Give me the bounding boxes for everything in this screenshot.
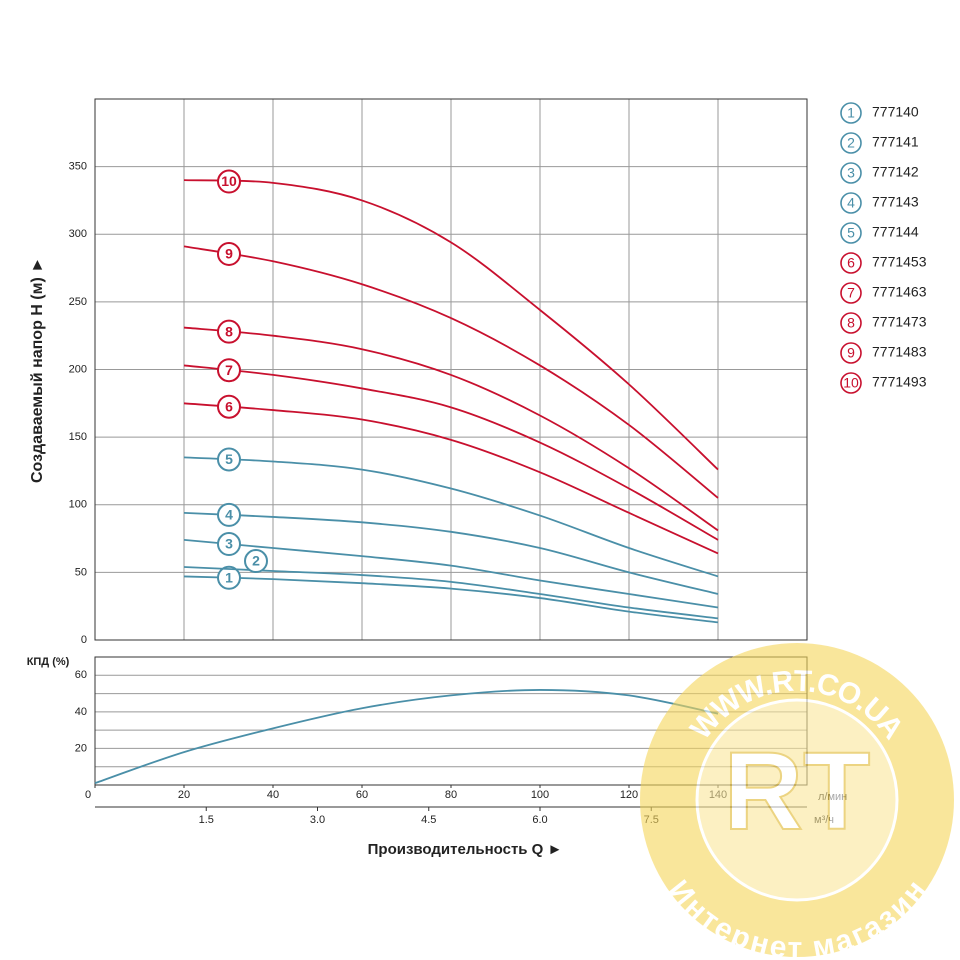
- y-tick-label: 0: [81, 634, 87, 646]
- curve: [183, 179, 719, 471]
- legend-badge: [840, 222, 862, 244]
- curve-label-badge: [217, 532, 241, 557]
- x-tick-label: 80: [445, 789, 457, 801]
- watermark-inner: [695, 698, 899, 902]
- curve-label-badge: [217, 241, 241, 266]
- x-tick-label: 20: [178, 789, 190, 801]
- curve: [183, 326, 719, 532]
- curve-label-badge: [244, 549, 268, 574]
- y-axis-title: Создаваемый напор H (м) ►: [29, 257, 46, 483]
- curve-label-badge: [217, 502, 241, 527]
- legend-label: 7771483: [872, 344, 927, 360]
- curve-label: 4: [225, 507, 233, 523]
- watermark-logo: RT: [724, 730, 871, 853]
- legend-label: 7771493: [872, 374, 927, 390]
- y-tick-label: 300: [69, 228, 87, 240]
- curve: [183, 511, 719, 595]
- x2-tick-label: 1.5: [199, 814, 214, 826]
- y-tick-label: 20: [75, 742, 87, 754]
- curve-label-badge: [217, 358, 241, 383]
- curve-label: 5: [225, 451, 233, 467]
- legend-label: 7771453: [872, 254, 927, 270]
- legend-label: 777144: [872, 224, 919, 240]
- curve: [183, 539, 719, 609]
- curve: [183, 402, 719, 555]
- curve: [183, 566, 719, 620]
- curve-label: 10: [221, 173, 237, 189]
- curve: [183, 575, 719, 624]
- curve-label-badge: [217, 565, 241, 590]
- curve: [183, 364, 719, 541]
- plot-frame: [94, 98, 808, 641]
- watermark: WWW.RT.CO.UA Интернет магазин RT: [640, 643, 954, 960]
- y-tick-label: 100: [69, 499, 87, 511]
- curve: [183, 456, 719, 578]
- x-tick-label: 0: [85, 789, 91, 801]
- curve-label: 1: [225, 570, 233, 586]
- curve-label-badge: [217, 319, 241, 344]
- legend-badge: [840, 192, 862, 214]
- legend-label: 777143: [872, 194, 919, 210]
- legend-number: 7: [847, 285, 855, 301]
- legend-badge: [840, 162, 862, 184]
- legend-badge: [840, 312, 862, 334]
- legend-label: 777142: [872, 164, 919, 180]
- y-tick-label: 350: [69, 161, 87, 173]
- legend-badge: [840, 282, 862, 304]
- x-tick-label: 120: [620, 789, 638, 801]
- curve-label: 3: [225, 536, 233, 552]
- x2-tick-label: 4.5: [421, 814, 436, 826]
- legend-badge: [840, 102, 862, 124]
- legend-badge: [840, 132, 862, 154]
- x2-tick-label: 6.0: [532, 814, 547, 826]
- legend-number: 10: [843, 375, 859, 391]
- legend-label: 777141: [872, 134, 919, 150]
- y-tick-label: 200: [69, 363, 87, 375]
- x-tick-label: 40: [267, 789, 279, 801]
- legend-number: 5: [847, 225, 855, 241]
- y-tick-label: 60: [75, 669, 87, 681]
- legend-badge: [840, 252, 862, 274]
- legend-badge: [840, 372, 862, 394]
- legend-label: 7771463: [872, 284, 927, 300]
- curve-label-badge: [217, 447, 241, 472]
- legend-badge: [840, 342, 862, 364]
- y-tick-label: 50: [75, 566, 87, 578]
- x2-tick-label: 3.0: [310, 814, 325, 826]
- curve-label: 9: [225, 246, 233, 262]
- y-tick-label: 250: [69, 296, 87, 308]
- legend-label: 777140: [872, 104, 919, 120]
- curve-label: 6: [225, 398, 233, 414]
- legend-number: 2: [847, 135, 855, 151]
- legend-number: 4: [847, 195, 855, 211]
- efficiency-axis-title: КПД (%): [27, 656, 70, 668]
- curve-label: 7: [225, 362, 233, 378]
- efficiency-curve: [94, 689, 719, 785]
- curve-label-badge: [217, 169, 241, 194]
- y-tick-label: 150: [69, 431, 87, 443]
- x-axis-title: Производительность Q ►: [368, 841, 563, 858]
- legend-number: 3: [847, 165, 855, 181]
- curve-label: 8: [225, 323, 233, 339]
- curve: [183, 245, 719, 499]
- legend-number: 9: [847, 345, 855, 361]
- x-tick-label: 100: [531, 789, 549, 801]
- legend-label: 7771473: [872, 314, 927, 330]
- legend-number: 1: [847, 105, 855, 121]
- x-tick-label: 60: [356, 789, 368, 801]
- legend-number: 6: [847, 255, 855, 271]
- legend-number: 8: [847, 315, 855, 331]
- y-tick-label: 40: [75, 706, 87, 718]
- curve-label: 2: [252, 553, 260, 569]
- curve-label-badge: [217, 394, 241, 419]
